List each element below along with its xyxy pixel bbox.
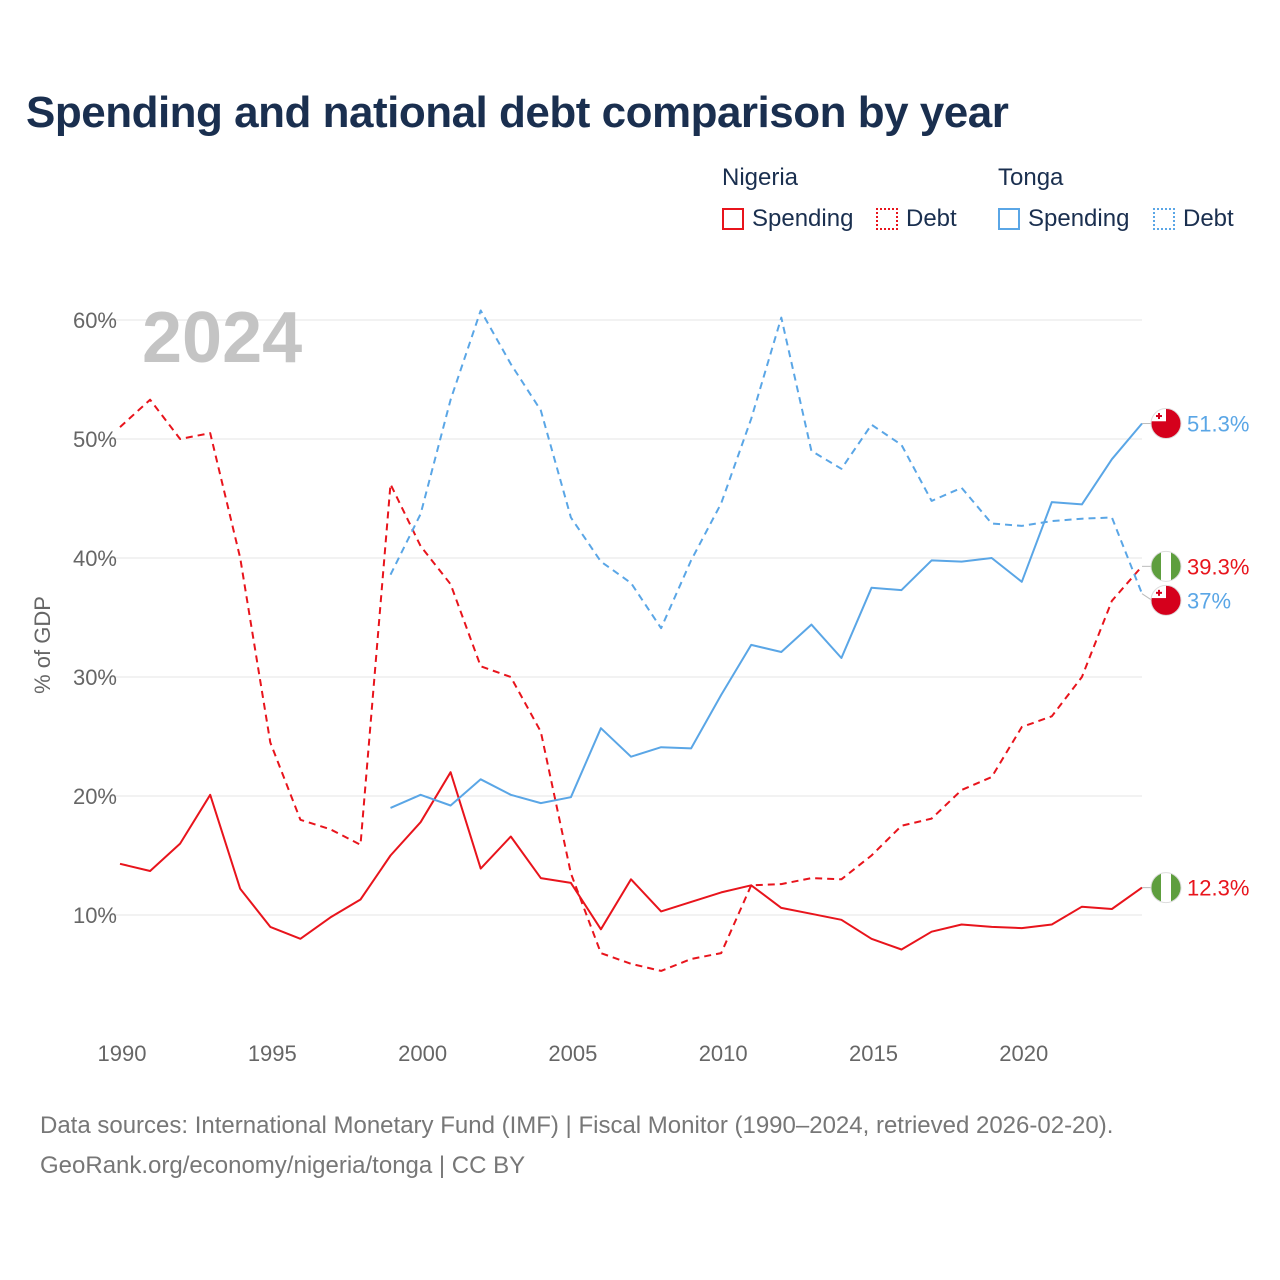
legend-tonga-debt[interactable]: Debt: [1153, 205, 1234, 233]
x-tick-label: 2010: [699, 1041, 748, 1066]
legend-label: Spending: [1028, 205, 1130, 232]
end-value-label: 12.3%: [1187, 876, 1249, 901]
legend-swatch-solid-blue: [998, 208, 1020, 230]
flag-green-band-left: [1151, 872, 1161, 903]
flag-border: [1150, 584, 1182, 616]
flag-border: [1150, 872, 1182, 904]
series-lines: [119, 309, 1143, 972]
flag-green-band-right: [1171, 872, 1181, 903]
y-tick-label: 20%: [73, 784, 117, 809]
legend-label: Debt: [1183, 205, 1234, 232]
year-overlay: 2024: [142, 298, 302, 378]
series-line-tonga-debt: [389, 309, 1143, 630]
y-axis-ticks: 10% 20% 30% 40% 50% 60%: [73, 308, 117, 928]
y-tick-label: 60%: [73, 308, 117, 333]
flag-border: [1150, 550, 1182, 582]
series-line-nigeria-spending: [119, 771, 1143, 951]
x-tick-label: 2020: [999, 1041, 1048, 1066]
y-tick-label: 50%: [73, 427, 117, 452]
end-value-label: 51.3%: [1187, 412, 1249, 437]
x-tick-label: 1990: [98, 1041, 147, 1066]
legend-swatch-solid-red: [722, 208, 744, 230]
x-tick-label: 2005: [548, 1041, 597, 1066]
legend-group-tonga: Tonga: [998, 164, 1064, 191]
legend-tonga-spending[interactable]: Spending: [998, 205, 1129, 233]
end-value-label: 39.3%: [1187, 554, 1249, 579]
nigeria-flag: [1150, 550, 1182, 582]
end-connector: [1141, 593, 1153, 601]
end-markers: 51.3% 39.3% 37% 12.3%: [1141, 408, 1249, 904]
legend-swatch-dotted-blue: [1153, 208, 1175, 230]
legend-nigeria-debt[interactable]: Debt: [876, 205, 957, 233]
footer: Data sources: International Monetary Fun…: [40, 1106, 1113, 1186]
x-tick-label: 2000: [398, 1041, 447, 1066]
footer-link[interactable]: GeoRank.org/economy/nigeria/tonga | CC B…: [40, 1152, 526, 1179]
legend-group-nigeria: Nigeria: [722, 164, 799, 191]
x-tick-label: 2015: [849, 1041, 898, 1066]
flag-border: [1150, 408, 1182, 440]
x-axis-ticks: 1990 1995 2000 2005 2010 2015 2020: [98, 1041, 1049, 1066]
gridlines: [100, 319, 1142, 916]
footer-sources: Data sources: International Monetary Fun…: [40, 1112, 1114, 1139]
y-axis-label: % of GDP: [30, 596, 55, 694]
legend-swatch-dotted-red: [876, 208, 898, 230]
y-tick-label: 40%: [73, 546, 117, 571]
legend-label: Spending: [752, 205, 854, 232]
nigeria-flag: [1150, 872, 1182, 904]
end-value-label: 37%: [1187, 588, 1231, 613]
flag-cross-v: [1158, 413, 1160, 420]
series-line-tonga-spending: [390, 422, 1143, 809]
flag-cross-v: [1158, 589, 1160, 596]
y-tick-label: 10%: [73, 903, 117, 928]
y-tick-label: 30%: [73, 665, 117, 690]
flag-green-band-right: [1171, 551, 1181, 582]
legend-label: Debt: [906, 205, 957, 232]
series-line-nigeria-debt: [119, 398, 1143, 972]
legend-nigeria-spending[interactable]: Spending: [722, 205, 853, 233]
tonga-flag: [1150, 408, 1182, 440]
x-tick-label: 1995: [248, 1041, 297, 1066]
flag-green-band-left: [1151, 551, 1161, 582]
chart-title: Spending and national debt comparison by…: [26, 88, 1009, 137]
tonga-flag: [1150, 584, 1182, 616]
